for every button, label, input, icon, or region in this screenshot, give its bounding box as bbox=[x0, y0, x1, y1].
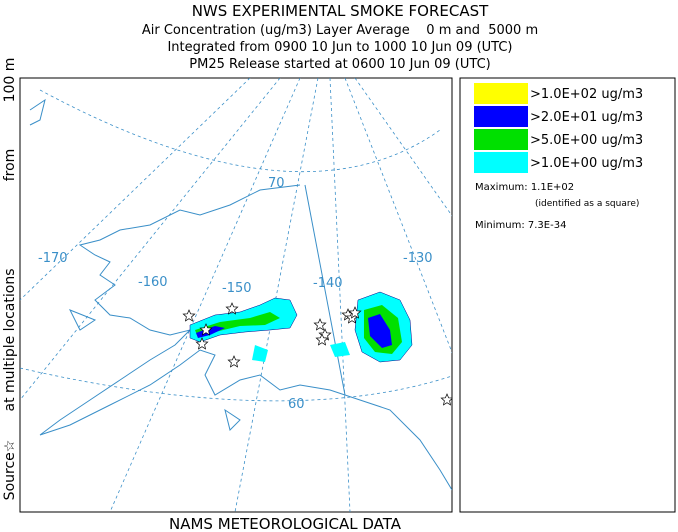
footer: NAMS METEOROLOGICAL DATA bbox=[169, 515, 402, 532]
minimum: Minimum: 7.3E-34 bbox=[475, 220, 566, 231]
side-label: Source☆ at multiple locations from 100 m bbox=[2, 58, 18, 501]
plume bbox=[196, 326, 225, 338]
legend-swatch bbox=[474, 83, 528, 104]
legend-swatch bbox=[474, 129, 528, 150]
source-star bbox=[315, 333, 329, 346]
graticule bbox=[329, 78, 351, 512]
legend-label: >5.0E+00 ug/m3 bbox=[530, 133, 643, 148]
graticule bbox=[234, 78, 319, 512]
maximum: Maximum: 1.1E+02 bbox=[475, 182, 574, 193]
note: (identified as a square) bbox=[535, 199, 639, 209]
graticule-label: -150 bbox=[222, 281, 252, 296]
graticule-label: 60 bbox=[288, 397, 305, 412]
plume bbox=[368, 314, 392, 348]
graticule-labels: -170 -160 -150 -140 -130 70 60 bbox=[38, 176, 433, 412]
header-line: PM25 Release started at 0600 10 Jun 09 (… bbox=[189, 57, 490, 72]
source-star bbox=[199, 323, 213, 336]
header: NWS EXPERIMENTAL SMOKE FORECAST Air Conce… bbox=[142, 2, 538, 72]
sources bbox=[182, 302, 452, 406]
coastline bbox=[39, 184, 452, 491]
side-label-part: 100 m bbox=[2, 58, 18, 103]
legend-swatch bbox=[474, 106, 528, 127]
side-label-part: Source☆ bbox=[2, 440, 18, 501]
graticule bbox=[20, 367, 452, 402]
legend-swatch bbox=[474, 152, 528, 173]
legend-label: >1.0E+00 ug/m3 bbox=[530, 156, 643, 171]
legend-panel bbox=[459, 77, 676, 513]
graticule-label: -160 bbox=[138, 275, 168, 290]
graticule bbox=[344, 78, 452, 354]
source-star bbox=[348, 306, 362, 319]
source-star bbox=[440, 393, 452, 406]
graticule bbox=[20, 78, 251, 301]
map: -170 -160 -150 -140 -130 70 60 bbox=[20, 78, 452, 512]
source-star bbox=[182, 309, 196, 322]
legend: >1.0E+02 ug/m3 >2.0E+01 ug/m3 >5.0E+00 ug/… bbox=[474, 83, 643, 173]
graticule-label: -140 bbox=[313, 276, 343, 291]
graticule bbox=[354, 78, 452, 217]
graticule-label: -130 bbox=[403, 251, 433, 266]
graticule-label: -170 bbox=[38, 251, 68, 266]
coastline bbox=[29, 98, 346, 431]
side-label-part: at multiple locations bbox=[2, 269, 18, 412]
graticule-label: 70 bbox=[268, 176, 285, 191]
legend-label: >2.0E+01 ug/m3 bbox=[530, 110, 643, 125]
header-line: Integrated from 0900 10 Jun to 1000 10 J… bbox=[167, 40, 512, 55]
source-star bbox=[313, 318, 327, 331]
legend-label: >1.0E+02 ug/m3 bbox=[530, 87, 643, 102]
header-line: NWS EXPERIMENTAL SMOKE FORECAST bbox=[192, 2, 489, 20]
header-line: Air Concentration (ug/m3) Layer Average … bbox=[142, 23, 538, 38]
plume bbox=[252, 342, 350, 362]
source-star bbox=[195, 337, 209, 350]
graticule bbox=[109, 78, 301, 512]
source-star bbox=[225, 302, 239, 315]
graticule bbox=[20, 78, 281, 401]
side-label-part: from bbox=[2, 149, 18, 182]
source-star bbox=[227, 355, 241, 368]
